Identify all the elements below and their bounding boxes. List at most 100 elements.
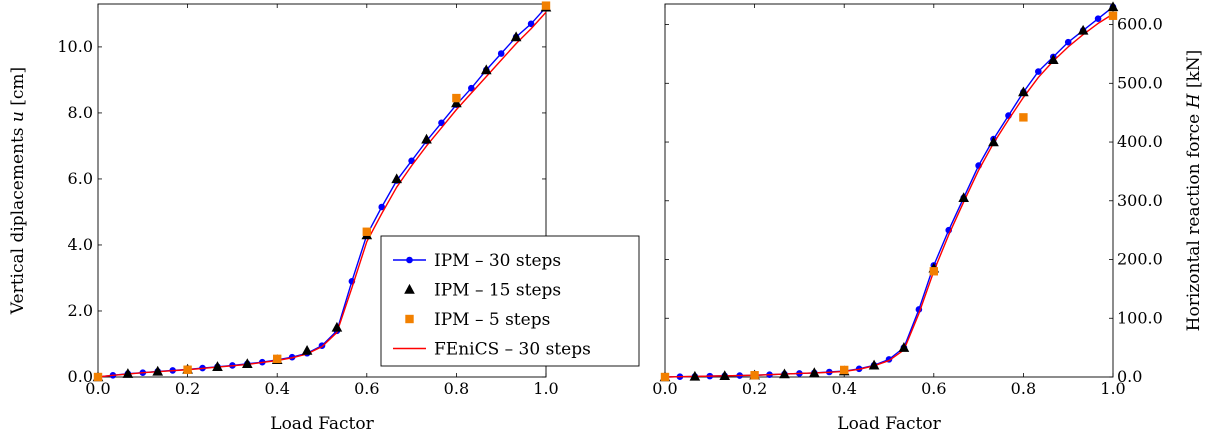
data-point xyxy=(421,133,432,144)
left-x-tick-label: 0.6 xyxy=(354,379,379,398)
data-point xyxy=(779,368,790,379)
data-point xyxy=(719,370,731,381)
data-point xyxy=(1107,1,1119,12)
data-point xyxy=(1094,15,1102,22)
right-y-label-variable: H xyxy=(1184,92,1204,109)
data-point xyxy=(1047,54,1059,65)
right-y-tick-label: 200.0 xyxy=(1117,250,1163,269)
data-point xyxy=(452,93,461,103)
data-point xyxy=(840,365,849,375)
data-point xyxy=(1064,38,1072,46)
data-point xyxy=(929,267,938,276)
right-y-tick-label: 0.0 xyxy=(1117,367,1142,386)
legend: IPM – 30 steps IPM – 15 steps IPM – 5 step… xyxy=(380,235,640,367)
legend-item: IPM – 30 steps xyxy=(393,251,561,271)
right-y-tick-label: 600.0 xyxy=(1117,15,1163,34)
right-y-axis-label: Horizontal reaction force H [kN] xyxy=(1184,50,1204,332)
left-plot: 0.0 0.2 0.4 0.6 0.8 1.0 0.0 2.0 4.0 6.0 8.0 10.0 Loa… xyxy=(8,1,640,434)
legend-label: FEniCS – 30 steps xyxy=(434,340,591,360)
data-point xyxy=(988,136,999,147)
data-point xyxy=(1108,11,1118,20)
right-y-tick-label: 500.0 xyxy=(1117,73,1163,92)
data-point xyxy=(273,354,282,364)
data-point xyxy=(689,370,701,381)
left-y-tick-label: 6.0 xyxy=(68,169,93,188)
data-point xyxy=(408,157,415,165)
right-y-tick-label: 300.0 xyxy=(1117,191,1163,210)
data-point xyxy=(362,227,371,236)
data-point xyxy=(958,192,970,203)
series-line xyxy=(664,6,1114,378)
series-line xyxy=(97,11,547,378)
data-point xyxy=(212,361,223,371)
data-point xyxy=(122,368,134,378)
left-x-tick-label: 0.2 xyxy=(175,379,200,398)
left-y-tick-label: 2.0 xyxy=(68,301,93,320)
left-y-label-text: Vertical diplacements xyxy=(8,122,28,315)
left-y-tick-label: 10.0 xyxy=(57,37,93,56)
data-point xyxy=(1019,113,1028,122)
data-point xyxy=(1018,86,1029,97)
data-point xyxy=(527,20,535,28)
data-point xyxy=(1077,24,1089,35)
series-fenics-30-steps xyxy=(664,13,1114,378)
legend-marker xyxy=(406,256,413,264)
data-point xyxy=(183,365,192,374)
left-x-axis-label: Load Factor xyxy=(270,414,374,434)
legend-item: FEniCS – 30 steps xyxy=(393,340,591,360)
data-point xyxy=(331,321,343,332)
data-point xyxy=(898,342,910,352)
left-x-tick-label: 0.0 xyxy=(85,379,110,398)
right-x-tick-label: 0.2 xyxy=(742,379,767,398)
series-fenics-30-steps xyxy=(97,11,547,378)
series-ipm-15-steps xyxy=(659,1,1119,382)
left-y-tick-label: 8.0 xyxy=(68,103,93,122)
data-point xyxy=(541,1,551,10)
right-x-tick-label: 0.6 xyxy=(921,379,946,398)
left-x-tick-label: 0.8 xyxy=(444,379,469,398)
right-y-label-unit: [kN] xyxy=(1184,50,1204,94)
series-ipm-5-steps xyxy=(93,1,551,382)
data-point xyxy=(510,31,522,42)
left-y-axis-label: Vertical diplacements u [cm] xyxy=(8,67,28,315)
data-point xyxy=(378,203,386,211)
data-point xyxy=(438,119,445,127)
left-x-tick-label: 0.4 xyxy=(264,379,289,398)
data-point xyxy=(451,97,462,108)
right-y-tick-label: 100.0 xyxy=(1117,308,1163,327)
legend-box xyxy=(380,235,640,367)
series-ipm-5-steps xyxy=(660,11,1118,382)
data-point xyxy=(480,64,492,75)
right-y-label-text: Horizontal reaction force xyxy=(1184,108,1204,331)
right-x-tick-label: 0.0 xyxy=(652,379,677,398)
series-line xyxy=(664,13,1114,378)
data-point xyxy=(241,358,253,368)
left-y-label-variable: u xyxy=(8,111,28,122)
legend-label: IPM – 15 steps xyxy=(434,281,561,301)
legend-label: IPM – 30 steps xyxy=(434,251,561,271)
left-axes-frame xyxy=(97,3,547,378)
data-point xyxy=(660,372,670,382)
data-point xyxy=(808,367,820,378)
right-y-tick-label: 400.0 xyxy=(1117,132,1163,151)
data-point xyxy=(497,50,505,57)
right-plot: 0.0 0.2 0.4 0.6 0.8 1.00.0100.0200.0300.0400.… xyxy=(652,1,1204,434)
legend-marker xyxy=(404,283,415,294)
right-x-axis-label: Load Factor xyxy=(837,414,941,434)
legend-item: IPM – 5 steps xyxy=(405,310,550,330)
legend-item: IPM – 15 steps xyxy=(404,281,561,301)
left-x-tick-label: 1.0 xyxy=(533,379,558,398)
legend-marker xyxy=(405,314,414,324)
data-point xyxy=(93,372,103,382)
data-point xyxy=(468,84,475,92)
data-point xyxy=(301,344,313,355)
left-y-label-unit: [cm] xyxy=(8,67,28,111)
legend-label: IPM – 5 steps xyxy=(434,310,550,330)
series-ipm-30-steps xyxy=(661,3,1117,381)
right-x-tick-label: 1.0 xyxy=(1100,379,1125,398)
data-point xyxy=(152,365,164,376)
right-x-tick-label: 0.8 xyxy=(1011,379,1036,398)
data-point xyxy=(391,173,403,184)
right-axes-frame xyxy=(664,3,1114,378)
